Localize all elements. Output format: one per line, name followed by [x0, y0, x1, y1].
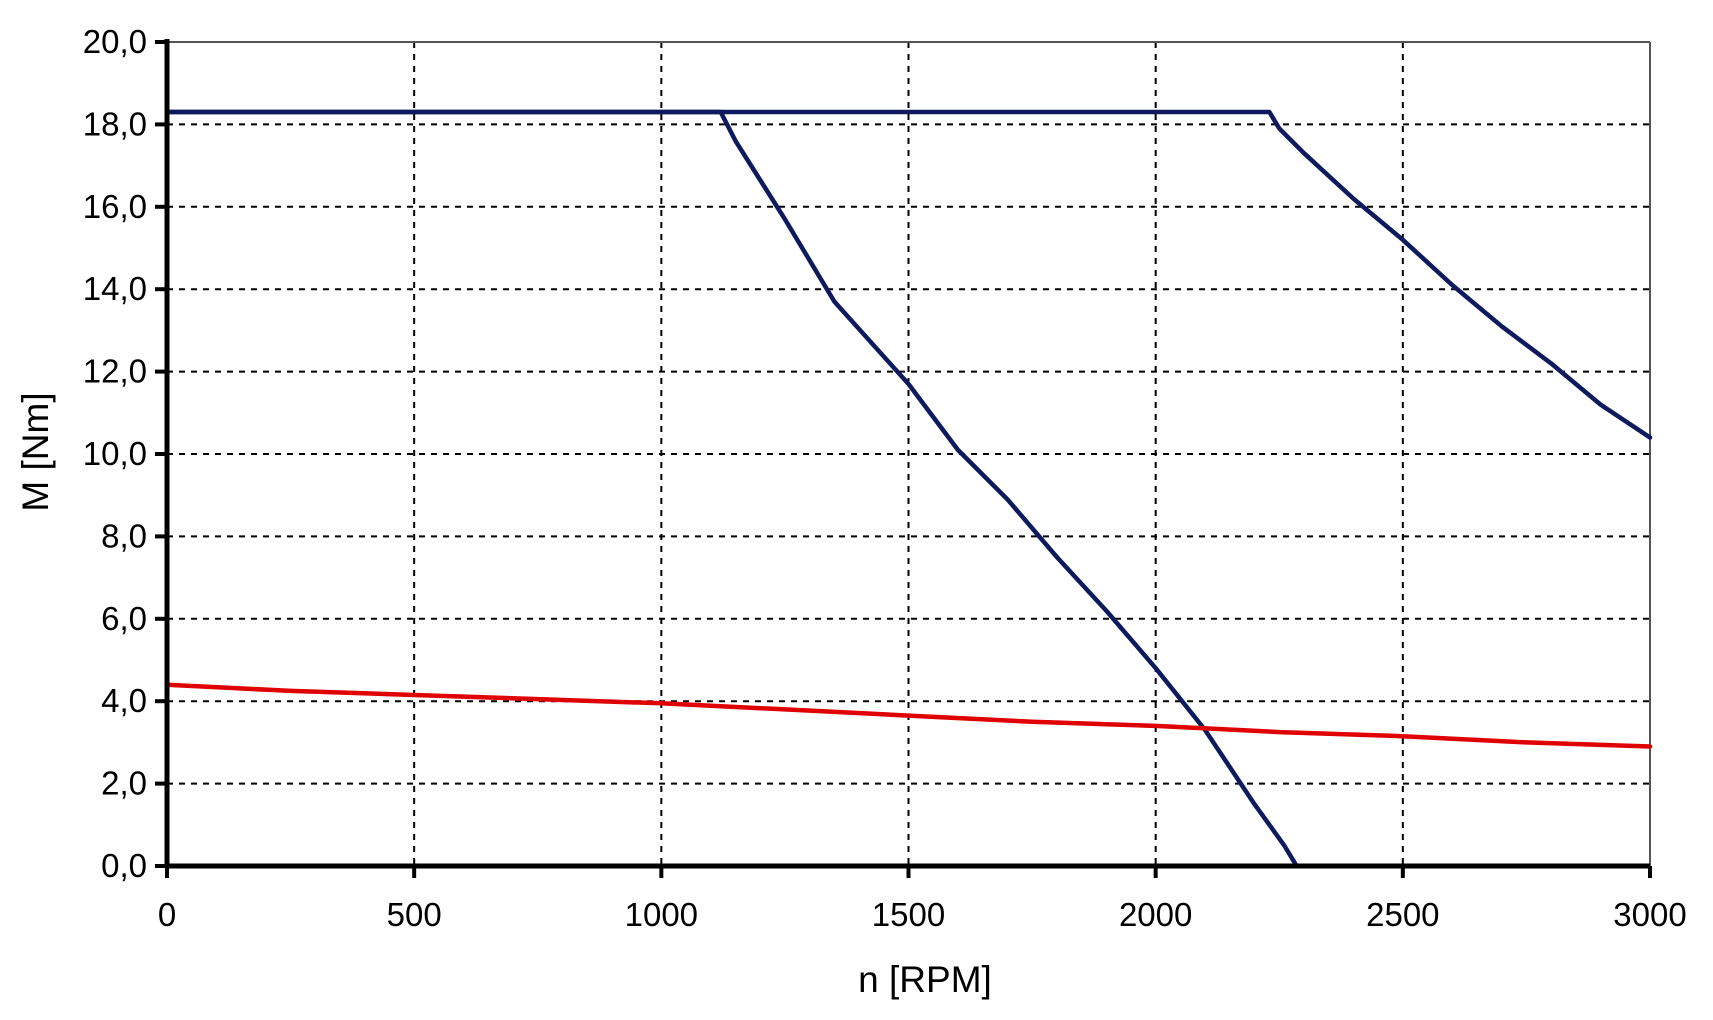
x-tick-label: 2000 — [1119, 896, 1192, 933]
axes — [155, 39, 1652, 878]
y-tick-label: 20,0 — [83, 23, 147, 60]
y-tick-label: 6,0 — [101, 600, 147, 637]
y-tick-label: 2,0 — [101, 765, 147, 802]
y-tick-label: 0,0 — [101, 847, 147, 884]
x-tick-label: 500 — [387, 896, 442, 933]
y-tick-label: 16,0 — [83, 188, 147, 225]
y-tick-label: 10,0 — [83, 435, 147, 472]
x-tick-label: 0 — [158, 896, 176, 933]
plot-frame — [167, 41, 1651, 866]
y-tick-label: 18,0 — [83, 105, 147, 142]
series-line-1 — [164, 109, 1299, 869]
y-tick-label: 8,0 — [101, 517, 147, 554]
tick-labels: 0,0 2,0 4,0 6,0 8,0 10,0 12,0 14,0 16,0 18,0 20,0 0… — [83, 23, 1687, 933]
x-tick-label: 3000 — [1613, 896, 1686, 933]
x-tick-label: 2500 — [1366, 896, 1439, 933]
x-axis-title: n [RPM] — [858, 959, 992, 1000]
series-line-3 — [164, 682, 1653, 749]
x-tick-label: 1000 — [625, 896, 698, 933]
y-tick-label: 4,0 — [101, 682, 147, 719]
series-line-2 — [164, 109, 1653, 440]
y-tick-label: 12,0 — [83, 353, 147, 390]
series-group — [164, 109, 1653, 869]
grid — [167, 42, 1650, 866]
x-tick-label: 1500 — [872, 896, 945, 933]
y-axis-title: M [Nm] — [15, 392, 56, 511]
y-tick-label: 14,0 — [83, 270, 147, 307]
